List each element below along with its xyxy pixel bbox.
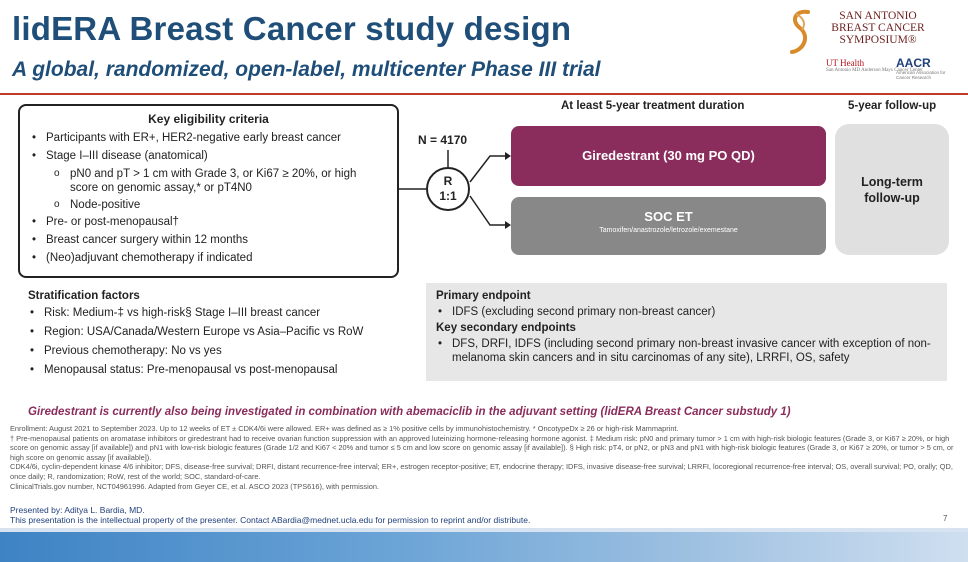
primary-endpoint-item: IDFS (excluding second primary non-breas… [436,305,937,319]
primary-endpoint-heading: Primary endpoint [436,290,531,302]
aacr-label: AACR [896,56,931,70]
eligibility-subitem: Node-positive [30,198,387,212]
followup-header: 5-year follow-up [848,100,937,112]
treatment-duration-header: At least 5-year treatment duration [561,100,745,112]
sabcs-text: SAN ANTONIO BREAST CANCER SYMPOSIUM® [822,10,934,46]
stratification-section: Stratification factors Risk: Medium-‡ vs… [28,290,413,382]
secondary-endpoints-heading: Key secondary endpoints [436,322,576,334]
followup-line: follow-up [864,190,920,205]
sabcs-line: SAN ANTONIO [839,10,917,22]
randomization-label: R [443,174,453,188]
sabcs-line: BREAST CANCER [831,22,925,34]
stratification-list: Risk: Medium-‡ vs high-risk§ Stage I–III… [28,306,413,377]
arrowhead [505,152,511,160]
aacr-sub: American Association for Cancer Research [896,70,946,80]
secondary-endpoint-list: DFS, DRFI, IDFS (including second primar… [436,337,937,365]
presented-by: Presented by: Aditya L. Bardia, MD. [10,505,145,515]
footnote: Enrollment: August 2021 to September 202… [10,424,679,433]
stratification-item: Menopausal status: Pre-menopausal vs pos… [28,363,413,377]
slide-title: lidERA Breast Cancer study design [12,10,572,47]
primary-endpoint-list: IDFS (excluding second primary non-breas… [436,305,937,319]
footnote: ClinicalTrials.gov number, NCT04961996. … [10,481,380,491]
stratification-heading: Stratification factors [28,290,140,302]
randomization-ratio: 1:1 [439,189,457,203]
followup-box: Long-term follow-up [835,124,949,255]
slide-subtitle: A global, randomized, open-label, multic… [12,58,601,81]
ut-health-label: UT Health [826,58,865,68]
eligibility-list: Participants with ER+, HER2-negative ear… [30,131,387,265]
followup-line: Long-term [861,174,923,189]
aacr-logo: AACR American Association for Cancer Res… [896,56,956,80]
secondary-endpoint-item: DFS, DRFI, IDFS (including second primar… [436,337,937,365]
branch-arrow-bottom [469,195,505,226]
soc-et-drugs: Tamoxifen/anastrozole/letrozole/exemesta… [599,227,738,234]
branch-arrow-top [469,155,505,183]
eligibility-item: Pre- or post-menopausal† [30,215,387,229]
endpoints-box: Primary endpoint IDFS (excluding second … [426,283,947,381]
soc-et-title: SOC ET [644,209,693,224]
page-number: 7 [943,514,948,523]
eligibility-item: (Neo)adjuvant chemotherapy if indicated [30,251,387,265]
stratification-item: Previous chemotherapy: No vs yes [28,344,413,358]
eligibility-item: Participants with ER+, HER2-negative ear… [30,131,387,145]
ut-health-logo: UT Health San Antonio MD Anderson Mays C… [826,58,923,73]
footnote: † Pre-menopausal patients on aromatase i… [10,433,954,462]
giredestrant-arm: Giredestrant (30 mg PO QD) [511,126,826,186]
randomization-circle: R 1:1 [426,167,470,211]
eligibility-heading: Key eligibility criteria [148,112,269,126]
bottom-bar [0,532,968,562]
footnotes: Enrollment: August 2021 to September 202… [10,424,955,491]
bottom-band [0,528,968,532]
sabcs-line: SYMPOSIUM® [839,34,917,46]
ut-health-sub: San Antonio MD Anderson Mays Cancer Cent… [826,68,923,73]
arrowhead [505,221,511,229]
eligibility-item: Breast cancer surgery within 12 months [30,233,387,247]
stratification-item: Region: USA/Canada/Western Europe vs Asi… [28,325,413,339]
stratification-item: Risk: Medium-‡ vs high-risk§ Stage I–III… [28,306,413,320]
eligibility-box: Key eligibility criteria Participants wi… [18,104,399,278]
ribbon-logo-icon [790,9,810,54]
soc-et-arm: SOC ET Tamoxifen/anastrozole/letrozole/e… [511,197,826,255]
footnote: CDK4/6i, cyclin-dependent kinase 4/6 inh… [10,462,953,481]
substudy-note: Giredestrant is currently also being inv… [28,406,791,418]
title-divider [0,93,968,95]
eligibility-subitem: pN0 and pT > 1 cm with Grade 3, or Ki67 … [30,167,387,195]
sample-size: N = 4170 [418,133,468,147]
eligibility-item: Stage I–III disease (anatomical) [30,149,387,163]
sabcs-logo: SAN ANTONIO BREAST CANCER SYMPOSIUM® UT … [786,8,956,88]
copyright-notice: This presentation is the intellectual pr… [10,515,531,525]
presenter-info: Presented by: Aditya L. Bardia, MD. This… [10,505,530,525]
